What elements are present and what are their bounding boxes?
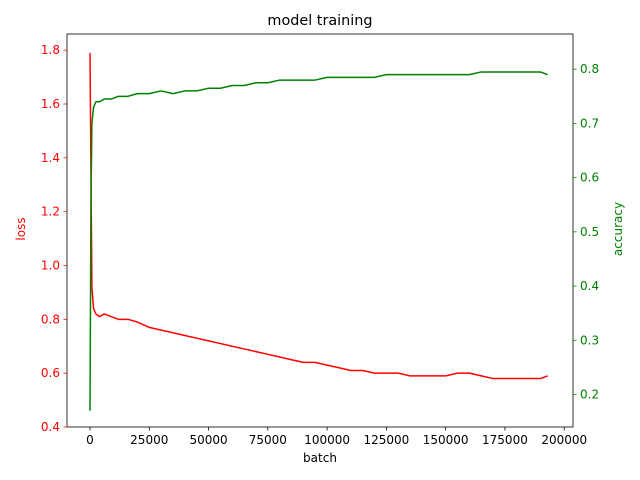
x-tick-label: 175000 <box>482 433 528 447</box>
left-tick-label: 0.6 <box>41 366 60 380</box>
right-tick-label: 0.8 <box>580 62 599 76</box>
right-tick-label: 0.5 <box>580 225 599 239</box>
right-tick-label: 0.4 <box>580 279 599 293</box>
x-tick-label: 125000 <box>363 433 409 447</box>
left-tick-label: 1.0 <box>41 258 60 272</box>
plot-frame <box>66 33 574 428</box>
left-tick-label: 0.4 <box>41 420 60 434</box>
x-tick-label: 0 <box>86 433 94 447</box>
x-tick-label: 25000 <box>130 433 168 447</box>
left-axis-label: loss <box>14 217 28 240</box>
left-tick-label: 1.4 <box>41 151 60 165</box>
x-tick-label: 100000 <box>304 433 350 447</box>
right-tick-label: 0.2 <box>580 387 599 401</box>
right-axis-label: accuracy <box>611 202 625 256</box>
right-tick-label: 0.7 <box>580 116 599 130</box>
right-tick-label: 0.3 <box>580 333 599 347</box>
x-tick-label: 50000 <box>189 433 227 447</box>
left-tick-label: 1.8 <box>41 43 60 57</box>
accuracy-series-line <box>89 71 548 411</box>
left-tick-label: 1.2 <box>41 205 60 219</box>
plot-layer <box>89 52 548 411</box>
axes-layer: 0 25000 50000 75000 100000 125000 150000 175000… <box>41 33 599 447</box>
x-tick-label: 200000 <box>541 433 587 447</box>
chart-title: model training <box>267 13 372 29</box>
left-tick-label: 0.8 <box>41 312 60 326</box>
left-tick-label: 1.6 <box>41 97 60 111</box>
x-axis-label: batch <box>303 451 337 465</box>
right-tick-label: 0.6 <box>580 171 599 185</box>
loss-series-line <box>89 52 548 380</box>
x-tick-label: 75000 <box>249 433 287 447</box>
x-tick-label: 150000 <box>423 433 469 447</box>
